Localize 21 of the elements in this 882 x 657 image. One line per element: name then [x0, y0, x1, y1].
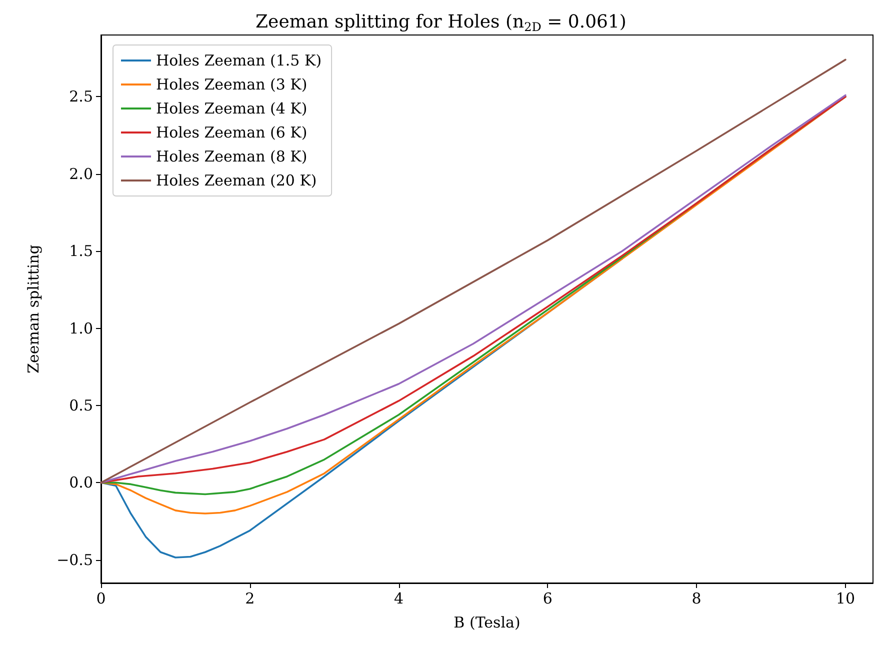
legend-label: Holes Zeeman (4 K)	[156, 100, 308, 118]
legend-label: Holes Zeeman (8 K)	[156, 148, 308, 166]
y-axis-title: Zeeman splitting	[24, 244, 42, 374]
legend-label: Holes Zeeman (3 K)	[156, 76, 308, 94]
x-tick-label: 6	[542, 590, 552, 608]
x-tick-label: 10	[836, 590, 855, 608]
x-tick-label: 0	[96, 590, 106, 608]
legend-label: Holes Zeeman (20 K)	[156, 172, 317, 190]
x-tick-label: 2	[245, 590, 255, 608]
x-tick-label: 8	[692, 590, 702, 608]
y-tick-label: 2.0	[69, 164, 93, 183]
x-axis-title: B (Tesla)	[454, 614, 520, 632]
legend-label: Holes Zeeman (1.5 K)	[156, 52, 322, 70]
x-tick-label: 4	[394, 590, 404, 608]
y-tick-label: −0.5	[56, 550, 93, 569]
y-tick-label: 2.5	[69, 88, 93, 106]
legend-label: Holes Zeeman (6 K)	[156, 124, 308, 142]
y-tick-label: 0.0	[69, 474, 93, 492]
y-tick-label: 0.5	[69, 396, 93, 414]
y-tick-label: 1.0	[69, 319, 93, 338]
y-tick-label: 1.5	[69, 242, 93, 260]
